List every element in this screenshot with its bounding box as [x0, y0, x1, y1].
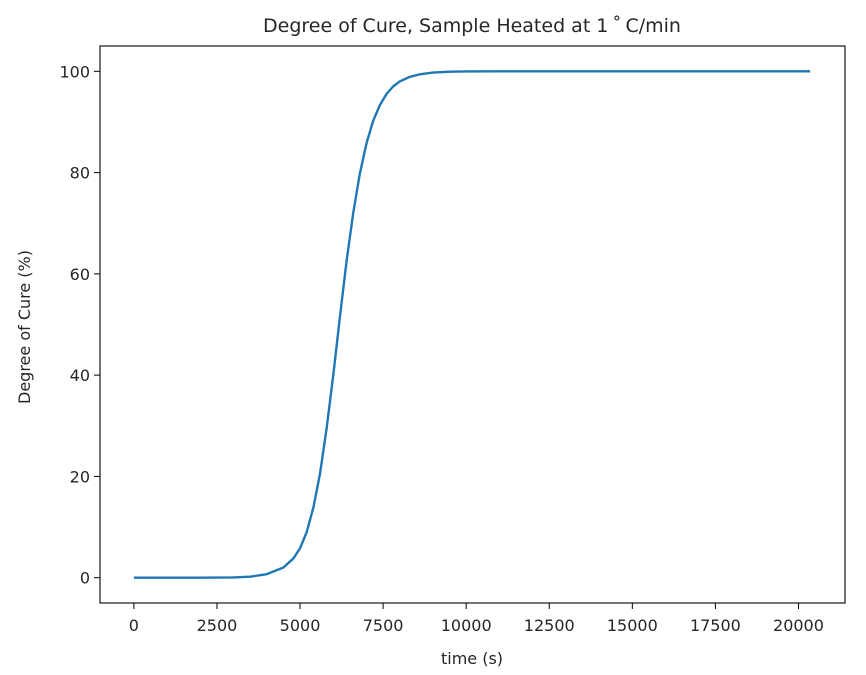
y-tick-label: 60: [70, 265, 90, 284]
x-tick-label: 2500: [197, 616, 238, 635]
x-tick-label: 7500: [363, 616, 404, 635]
y-tick-label: 80: [70, 164, 90, 183]
x-axis-ticks: 0 2500 5000 7500 10000 12500 15000 17500 20000: [129, 603, 824, 635]
y-axis-ticks: 0 20 40 60 80 100: [59, 62, 100, 588]
y-axis-label: Degree of Cure (%): [15, 250, 34, 404]
x-tick-label: 0: [129, 616, 139, 635]
x-tick-label: 17500: [690, 616, 741, 635]
y-tick-label: 20: [70, 467, 90, 486]
plot-area: [133, 70, 811, 579]
x-tick-label: 5000: [280, 616, 321, 635]
x-tick-label: 20000: [773, 616, 824, 635]
y-tick-label: 0: [80, 569, 90, 588]
series-line-0: [133, 70, 811, 579]
x-tick-label: 12500: [524, 616, 575, 635]
y-tick-label: 40: [70, 366, 90, 385]
x-axis-label: time (s): [441, 649, 503, 668]
axes-frame: [99, 45, 846, 604]
x-tick-label: 10000: [441, 616, 492, 635]
y-tick-label: 100: [59, 62, 90, 81]
x-tick-label: 15000: [607, 616, 658, 635]
chart-title: Degree of Cure, Sample Heated at 1 ˚ C/m…: [263, 15, 681, 37]
